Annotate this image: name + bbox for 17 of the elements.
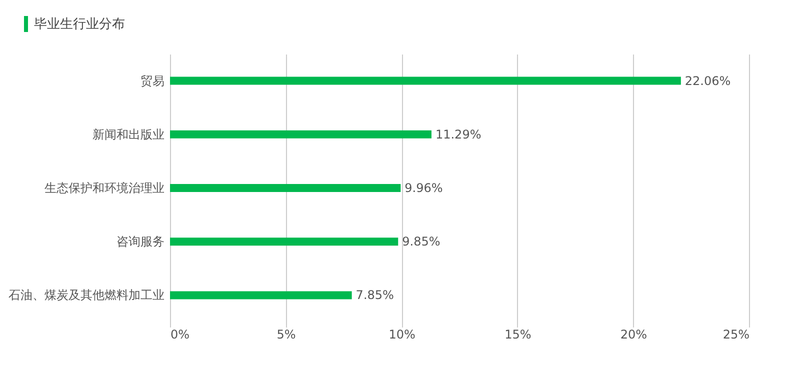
x-tick-label: 20% bbox=[620, 328, 648, 342]
data-label: 9.85% bbox=[402, 234, 440, 249]
y-tick-label: 贸易 bbox=[140, 74, 164, 88]
y-tick-label: 石油、煤炭及其他燃料加工业 bbox=[8, 288, 164, 302]
y-tick-label: 生态保护和环境治理业 bbox=[44, 181, 164, 195]
data-label: 9.96% bbox=[404, 181, 443, 195]
data-label: 22.06% bbox=[684, 74, 731, 88]
x-tick-label: 25% bbox=[722, 328, 750, 342]
x-tick-label: 10% bbox=[388, 328, 416, 342]
y-tick-label: 新闻和出版业 bbox=[92, 127, 164, 142]
x-tick-label: 5% bbox=[276, 328, 296, 342]
x-tick-label: 0% bbox=[170, 328, 190, 342]
data-label: 7.85% bbox=[356, 288, 394, 302]
x-tick-label: 15% bbox=[504, 328, 532, 342]
chart-title: 毕业生行业分布 bbox=[34, 16, 125, 33]
y-tick-label: 咨询服务 bbox=[116, 234, 164, 249]
data-label: 11.29% bbox=[435, 127, 482, 142]
